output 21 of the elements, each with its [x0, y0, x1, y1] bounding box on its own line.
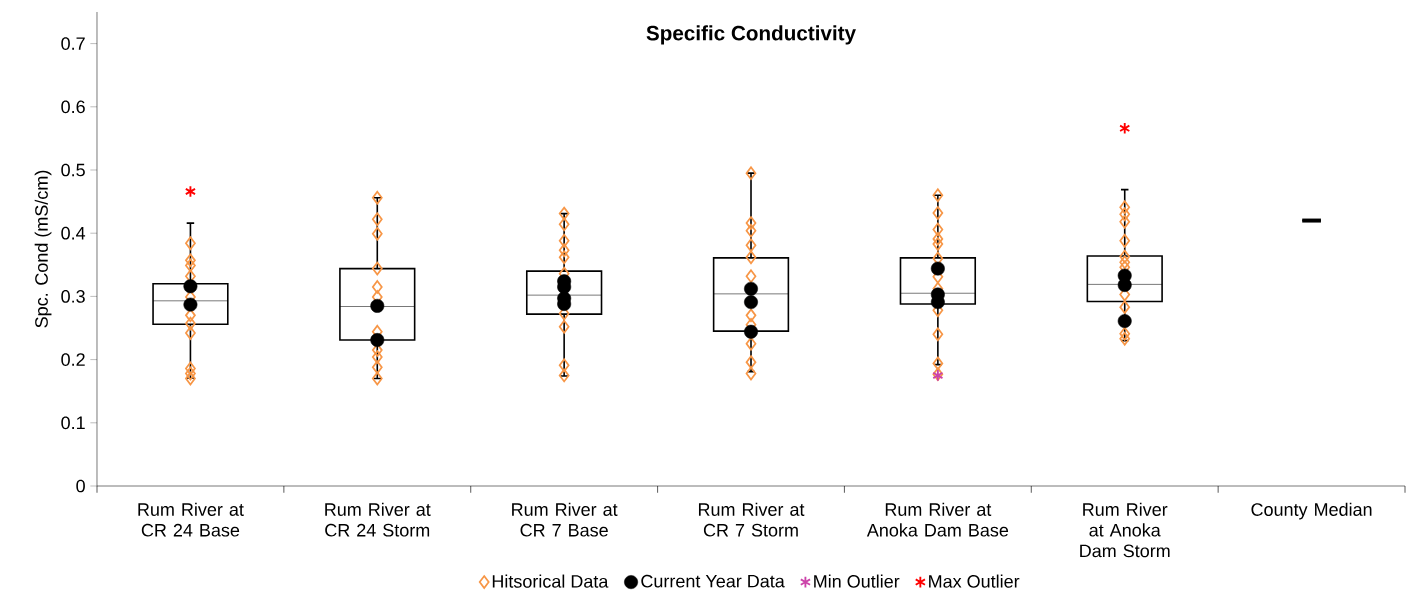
y-tick-label: 0.5	[61, 163, 85, 177]
x-tick-label: Rum River at CR 7 Storm	[698, 502, 805, 537]
y-tick-label: 0.7	[61, 37, 85, 50]
legend-label: Min Outlier	[814, 574, 900, 588]
x-tick-label: Rum River at CR 24 Base	[138, 502, 244, 537]
y-tick-label: 0.4	[61, 226, 86, 240]
y-tick-label: 0.1	[61, 416, 85, 430]
x-tick-label: Rum River at Anoka Dam Base	[866, 502, 1009, 537]
legend-label: Max Outlier	[929, 574, 1020, 588]
legend-label: Hitsorical Data	[492, 574, 609, 588]
x-tick-label: Rum River at Anoka Dam Storm	[1080, 502, 1170, 558]
y-tick-label: 0.3	[61, 290, 85, 303]
y-tick-label: 0.2	[61, 353, 85, 366]
x-tick-label: Rum River at CR 7 Base	[512, 502, 618, 537]
x-tick-label: Rum River at CR 24 Storm	[325, 502, 431, 537]
x-tick-label: County Median	[1251, 502, 1372, 520]
text: Specific Conductivity	[646, 25, 856, 45]
y-tick-label: 0	[76, 479, 85, 493]
legend-label: Current Year Data	[641, 574, 785, 588]
y-tick-label: 0.6	[61, 100, 85, 114]
y-axis-title: Spc. Cond (mS/cm)	[34, 170, 52, 328]
